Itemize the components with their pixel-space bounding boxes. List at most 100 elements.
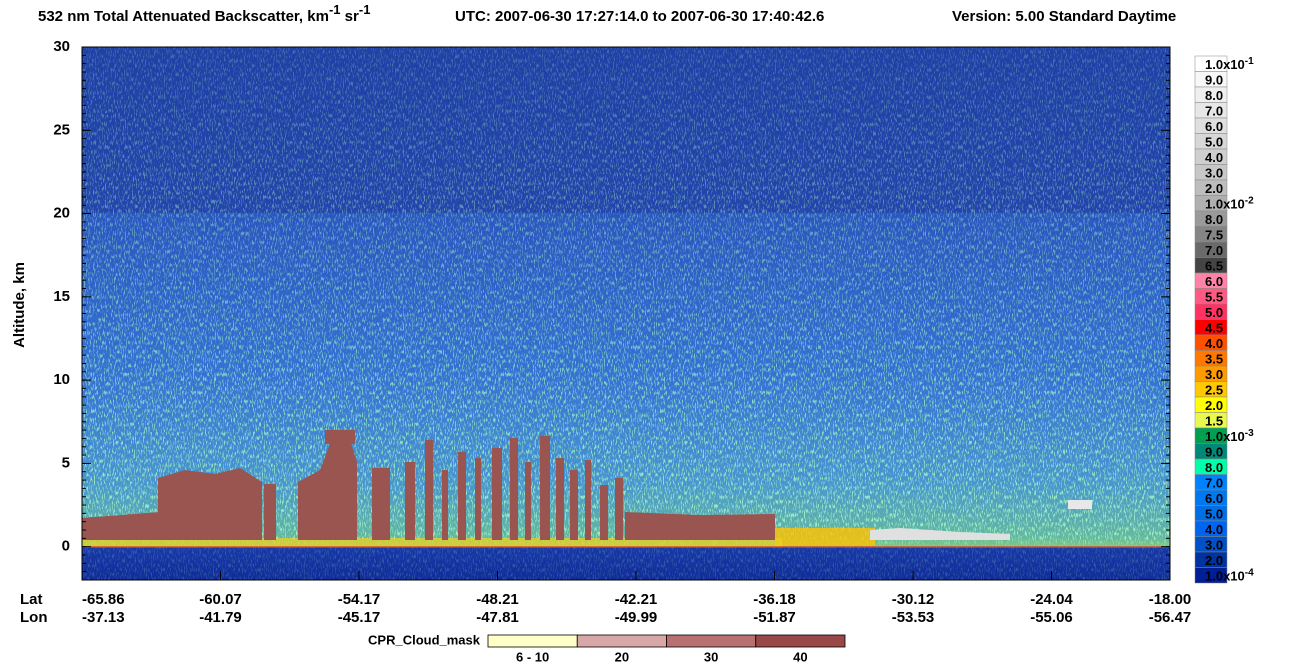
colorbar-label-text: 5.0 [1205,305,1223,320]
colorbar-label: 4.5 [1205,321,1223,336]
chart-title: 532 nm Total Attenuated Backscatter, km-… [38,2,370,25]
legend-label: 6 - 10 [516,649,549,664]
plot-image [81,46,1171,581]
colorbar-label: 2.0 [1205,398,1223,413]
colorbar-label: 4.0 [1205,336,1223,351]
colorbar-label-text: 1.5 [1205,414,1223,429]
x-tick-label: -53.53 [892,609,935,626]
colorbar-label-exp: -3 [1245,427,1254,438]
colorbar-label: 7.0 [1205,243,1223,258]
colorbar-label-text: 3.0 [1205,538,1223,553]
colorbar-label: 3.0 [1205,538,1223,553]
legend-label: 30 [704,649,718,664]
title-part: sr [341,8,360,25]
x-tick-label: -36.18 [753,591,796,608]
x-tick-label: -42.21 [615,591,658,608]
colorbar-label: 8.0 [1205,88,1223,103]
colorbar-label-text: 3.5 [1205,352,1223,367]
x-tick-label: -18.00 [1149,591,1192,608]
colorbar-label-text: 5.0 [1205,507,1223,522]
colorbar-label: 4.0 [1205,150,1223,165]
colorbar-label-text: 5.5 [1205,290,1223,305]
colorbar-label: 7.0 [1205,476,1223,491]
colorbar-label: 9.0 [1205,445,1223,460]
colorbar-label-text: 2.5 [1205,383,1223,398]
x-tick-label: -41.79 [199,609,242,626]
colorbar-label: 7.5 [1205,228,1223,243]
y-axis-label: Altitude, km [11,262,28,348]
colorbar-label-text: 2.0 [1205,553,1223,568]
legend-swatch [666,634,757,648]
colorbar-label: 1.5 [1205,414,1223,429]
colorbar-label: 1.0x10-3 [1205,427,1254,444]
colorbar-label-text: 8.0 [1205,212,1223,227]
x-tick-label: -45.17 [338,609,381,626]
title-part: -1 [329,2,341,17]
colorbar-label-text: 4.0 [1205,522,1223,537]
x-tick-label: -48.21 [476,591,519,608]
x-tick-label: -49.99 [615,609,658,626]
y-tick-label: 30 [53,38,70,55]
colorbar-label: 2.5 [1205,383,1223,398]
colorbar-label: 5.0 [1205,305,1223,320]
colorbar-label: 6.5 [1205,259,1223,274]
colorbar-label: 6.0 [1205,491,1223,506]
colorbar-label: 5.0 [1205,135,1223,150]
colorbar-label: 7.0 [1205,104,1223,119]
colorbar-label-text: 1.0x10 [1205,57,1245,72]
colorbar-label-text: 7.0 [1205,243,1223,258]
colorbar-label: 8.0 [1205,212,1223,227]
colorbar-label: 1.0x10-2 [1205,195,1254,212]
colorbar-label-text: 8.0 [1205,460,1223,475]
colorbar-label: 5.0 [1205,507,1223,522]
colorbar-label: 6.0 [1205,274,1223,289]
x-tick-label: -60.07 [199,591,242,608]
legend-label: 20 [615,649,629,664]
colorbar-label-text: 1.0x10 [1205,569,1245,584]
colorbar-label-text: 3.0 [1205,367,1223,382]
colorbar-label-text: 7.5 [1205,228,1223,243]
y-tick-label: 10 [53,371,70,388]
y-tick-label: 25 [53,121,70,138]
colorbar-label-text: 4.5 [1205,321,1223,336]
y-tick-label: 0 [62,538,70,555]
legend-swatch [576,634,667,648]
colorbar-label: 5.5 [1205,290,1223,305]
legend-label: 40 [793,649,807,664]
colorbar-label: 2.0 [1205,553,1223,568]
colorbar-label-text: 8.0 [1205,88,1223,103]
colorbar-label-text: 9.0 [1205,445,1223,460]
x-tick-label: -56.47 [1149,609,1192,626]
colorbar-swatch [1194,567,1228,584]
x-tick-label: -24.04 [1030,591,1073,608]
colorbar-label-exp: -2 [1245,195,1254,206]
colorbar-label-text: 7.0 [1205,476,1223,491]
colorbar-label-exp: -1 [1245,55,1254,66]
legend-swatch [755,634,846,648]
x-row-name: Lat [20,591,43,608]
x-tick-label: -30.12 [892,591,935,608]
colorbar-label: 3.0 [1205,367,1223,382]
colorbar-label-text: 2.0 [1205,398,1223,413]
chart-title: UTC: 2007-06-30 17:27:14.0 to 2007-06-30… [455,8,824,25]
colorbar-label: 1.0x10-4 [1205,567,1254,584]
colorbar-label-exp: -4 [1245,567,1254,578]
x-tick-label: -47.81 [476,609,519,626]
x-tick-label: -51.87 [753,609,796,626]
colorbar-label: 4.0 [1205,522,1223,537]
title-part: -1 [359,2,371,17]
x-tick-label: -37.13 [82,609,125,626]
colorbar-label-text: 6.0 [1205,119,1223,134]
colorbar-label-text: 5.0 [1205,135,1223,150]
colorbar-label-text: 4.0 [1205,150,1223,165]
colorbar-label-text: 2.0 [1205,181,1223,196]
x-row-name: Lon [20,609,48,626]
legend-swatch [487,634,578,648]
colorbar-label-text: 4.0 [1205,336,1223,351]
colorbar-label: 1.0x10-1 [1205,55,1254,72]
x-tick-label: -65.86 [82,591,125,608]
colorbar-label-text: 1.0x10 [1205,429,1245,444]
colorbar-label-text: 9.0 [1205,73,1223,88]
